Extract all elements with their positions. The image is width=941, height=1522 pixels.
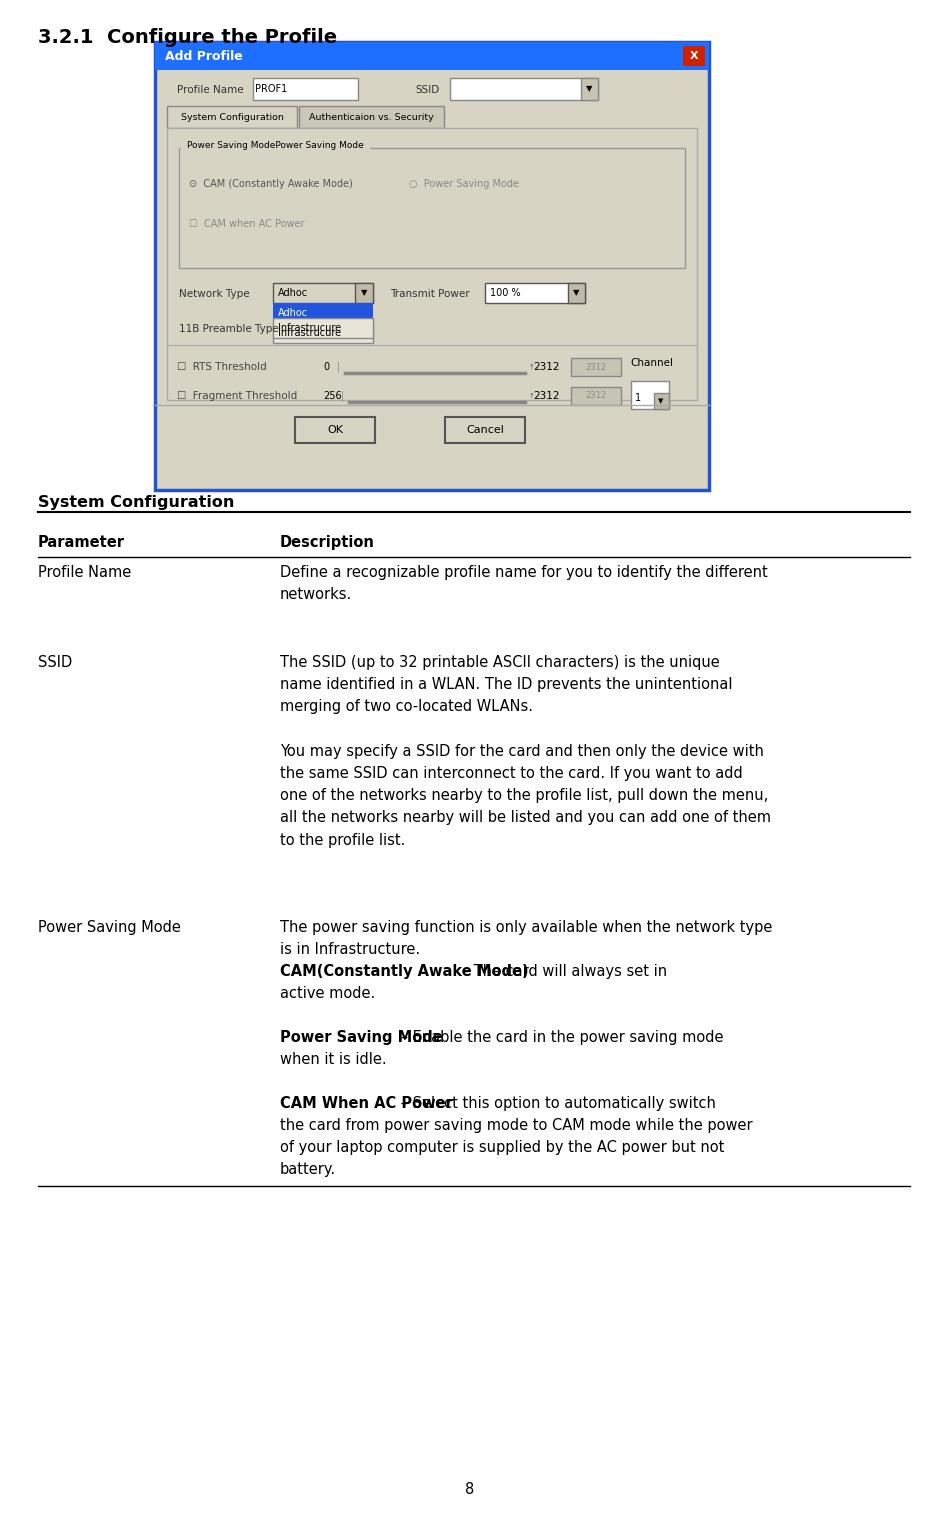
Text: the card from power saving mode to CAM mode while the power: the card from power saving mode to CAM m… bbox=[280, 1119, 753, 1132]
Text: ↑: ↑ bbox=[529, 393, 534, 399]
Text: Channel: Channel bbox=[630, 358, 673, 368]
Text: Transmit Power: Transmit Power bbox=[390, 289, 470, 298]
Text: Authenticaion vs. Security: Authenticaion vs. Security bbox=[310, 113, 434, 122]
Bar bbox=[571, 387, 621, 405]
Text: of your laptop computer is supplied by the AC power but not: of your laptop computer is supplied by t… bbox=[280, 1140, 725, 1155]
Text: The power saving function is only available when the network type: The power saving function is only availa… bbox=[280, 919, 773, 935]
Bar bbox=[571, 358, 621, 376]
Text: ☐  RTS Threshold: ☐ RTS Threshold bbox=[177, 362, 266, 371]
Text: 8: 8 bbox=[466, 1482, 474, 1498]
Text: SSID: SSID bbox=[415, 85, 439, 94]
Text: – Select this option to automatically switch: – Select this option to automatically sw… bbox=[395, 1096, 715, 1111]
Bar bbox=[581, 78, 598, 100]
Text: ☐  CAM when AC Power: ☐ CAM when AC Power bbox=[189, 219, 305, 228]
Text: ☐  Fragment Threshold: ☐ Fragment Threshold bbox=[177, 391, 297, 400]
Text: ⊙  CAM (Constantly Awake Mode): ⊙ CAM (Constantly Awake Mode) bbox=[189, 180, 353, 189]
Text: Add Profile: Add Profile bbox=[165, 50, 243, 62]
Text: 3.2.1  Configure the Profile: 3.2.1 Configure the Profile bbox=[38, 27, 337, 47]
Bar bbox=[295, 417, 375, 443]
Text: battery.: battery. bbox=[280, 1161, 336, 1177]
Text: ▼: ▼ bbox=[585, 85, 592, 93]
Text: Profile Name: Profile Name bbox=[38, 565, 131, 580]
Text: Profile Name: Profile Name bbox=[177, 85, 244, 94]
Bar bbox=[273, 283, 373, 303]
Bar bbox=[445, 417, 525, 443]
Text: System Configuration: System Configuration bbox=[38, 495, 234, 510]
Text: ▼: ▼ bbox=[659, 397, 663, 403]
Text: Adhoc: Adhoc bbox=[278, 288, 308, 298]
Text: – The card will always set in: – The card will always set in bbox=[456, 963, 667, 979]
Text: 2312: 2312 bbox=[585, 391, 607, 400]
Bar bbox=[273, 303, 373, 323]
Text: 256: 256 bbox=[323, 391, 342, 400]
Bar bbox=[485, 283, 585, 303]
Bar bbox=[273, 318, 373, 338]
Text: 11B Preamble Type: 11B Preamble Type bbox=[179, 324, 279, 333]
Text: CAM When AC Power: CAM When AC Power bbox=[280, 1096, 453, 1111]
Bar bbox=[167, 128, 697, 400]
Bar bbox=[683, 46, 705, 65]
Text: 0: 0 bbox=[323, 362, 329, 371]
Text: The SSID (up to 32 printable ASCII characters) is the unique
name identified in : The SSID (up to 32 printable ASCII chara… bbox=[280, 654, 771, 848]
Text: 2312: 2312 bbox=[585, 362, 607, 371]
Text: 2312: 2312 bbox=[533, 391, 560, 400]
Text: |: | bbox=[341, 391, 344, 402]
Text: when it is idle.: when it is idle. bbox=[280, 1052, 387, 1067]
Text: Network Type: Network Type bbox=[179, 289, 249, 298]
Text: Infrastrucure: Infrastrucure bbox=[278, 323, 342, 333]
Text: X: X bbox=[690, 52, 698, 61]
Text: – Enable the card in the power saving mode: – Enable the card in the power saving mo… bbox=[395, 1030, 723, 1046]
Text: 2312: 2312 bbox=[533, 362, 560, 371]
Text: Cancel: Cancel bbox=[466, 425, 504, 435]
Text: Description: Description bbox=[280, 536, 375, 549]
Bar bbox=[654, 393, 669, 409]
Text: 1: 1 bbox=[635, 393, 641, 403]
Text: is in Infrastructure.: is in Infrastructure. bbox=[280, 942, 420, 957]
Bar bbox=[155, 43, 709, 70]
Text: Parameter: Parameter bbox=[38, 536, 125, 549]
Text: PROF1: PROF1 bbox=[255, 84, 287, 94]
Bar bbox=[155, 43, 709, 490]
Text: Power Saving Mode: Power Saving Mode bbox=[280, 1030, 443, 1046]
Bar bbox=[355, 283, 373, 303]
Bar bbox=[273, 323, 373, 342]
Bar bbox=[450, 78, 598, 100]
Text: ▼: ▼ bbox=[573, 289, 580, 297]
Text: Infrastrucure: Infrastrucure bbox=[278, 329, 342, 338]
Text: ○  Power Saving Mode: ○ Power Saving Mode bbox=[409, 180, 519, 189]
Text: ↑: ↑ bbox=[529, 364, 534, 370]
Text: |: | bbox=[337, 362, 341, 373]
Text: Adhoc: Adhoc bbox=[278, 307, 308, 318]
Bar bbox=[299, 107, 444, 128]
Text: active mode.: active mode. bbox=[280, 986, 375, 1001]
Text: 100 %: 100 % bbox=[490, 288, 520, 298]
Text: CAM(Constantly Awake Mode): CAM(Constantly Awake Mode) bbox=[280, 963, 529, 979]
Bar bbox=[167, 107, 297, 128]
Text: Define a recognizable profile name for you to identify the different
networks.: Define a recognizable profile name for y… bbox=[280, 565, 768, 603]
Text: ▼: ▼ bbox=[360, 289, 367, 297]
Text: SSID: SSID bbox=[38, 654, 72, 670]
Bar bbox=[253, 78, 358, 100]
Text: Power Saving Mode: Power Saving Mode bbox=[38, 919, 181, 935]
Text: System Configuration: System Configuration bbox=[181, 113, 283, 122]
Bar bbox=[631, 380, 669, 409]
Text: Power Saving ModePower Saving Mode: Power Saving ModePower Saving Mode bbox=[187, 142, 364, 151]
Bar bbox=[568, 283, 585, 303]
Bar bbox=[179, 148, 685, 268]
Text: OK: OK bbox=[327, 425, 343, 435]
